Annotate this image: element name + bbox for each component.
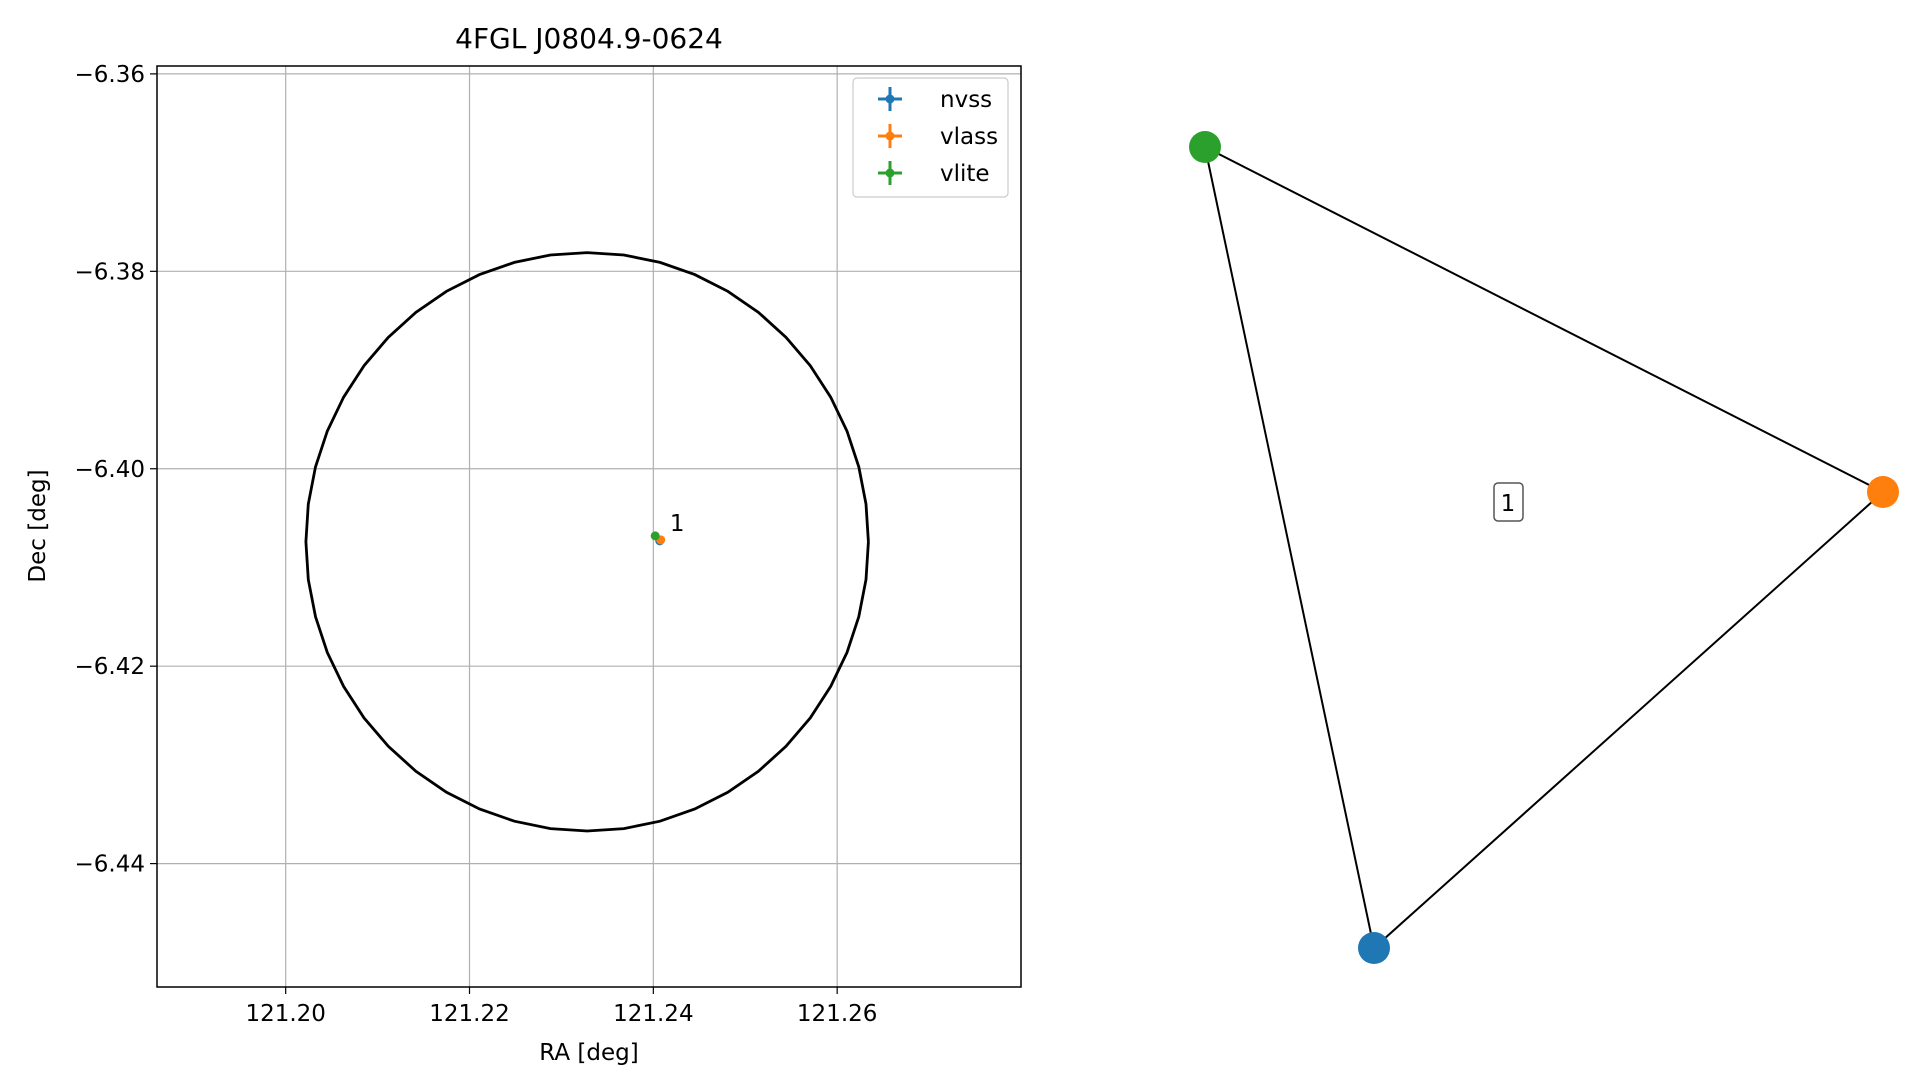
error-ellipse-path	[304, 251, 870, 833]
legend-entries: nvss vlass vlite	[878, 87, 998, 187]
legend-label-vlite: vlite	[940, 161, 990, 187]
legend-label-vlass: vlass	[940, 124, 998, 150]
graph-node-nvss	[1358, 932, 1390, 964]
graph-nodes	[1189, 131, 1899, 964]
legend-label-nvss: nvss	[940, 87, 992, 113]
point-vlite	[650, 531, 660, 541]
legend-box	[852, 77, 1009, 198]
x-tick-label: 121.22	[429, 1001, 509, 1027]
y-tick-label: −6.40	[75, 457, 145, 483]
graph-node-vlite	[1189, 131, 1221, 163]
y-axis-ticks: −6.36 −6.38 −6.40 −6.42 −6.44	[75, 62, 157, 878]
legend-marker-dot	[885, 131, 895, 141]
source-graph: 1	[1189, 131, 1899, 964]
annotations: 1	[670, 511, 685, 537]
plot-frame	[156, 65, 1022, 988]
y-tick-label: −6.44	[75, 852, 145, 878]
graph-edges	[1204, 146, 1884, 949]
x-tick-label: 121.26	[797, 1001, 877, 1027]
legend-marker-dot	[885, 168, 895, 178]
plot-title: 4FGL J0804.9-0624	[455, 22, 723, 55]
y-axis-label: Dec [deg]	[25, 469, 51, 582]
cluster-label-text: 1	[1501, 491, 1516, 517]
x-axis-label: RA [deg]	[539, 1040, 638, 1066]
sky-plot: 4FGL J0804.9-0624 1 121.20 121.22 121.24 12…	[25, 22, 1022, 1066]
annotation-label: 1	[670, 511, 685, 537]
error-ellipse	[304, 251, 870, 833]
legend-marker-dot	[885, 94, 895, 104]
grid	[157, 66, 1021, 987]
x-axis-ticks: 121.20 121.22 121.24 121.26	[245, 987, 877, 1027]
y-tick-label: −6.36	[75, 62, 145, 88]
x-tick-label: 121.24	[613, 1001, 693, 1027]
y-tick-label: −6.42	[75, 654, 145, 680]
data-points	[650, 531, 666, 546]
graph-edge	[1204, 146, 1375, 949]
legend: nvss vlass vlite	[852, 77, 1009, 198]
cluster-label: 1	[1493, 482, 1524, 522]
graph-edge	[1204, 146, 1884, 493]
cluster-label-box	[1493, 482, 1524, 522]
graph-edge	[1373, 491, 1884, 949]
graph-node-vlass	[1867, 476, 1899, 508]
y-tick-label: −6.38	[75, 259, 145, 285]
x-tick-label: 121.20	[245, 1001, 325, 1027]
